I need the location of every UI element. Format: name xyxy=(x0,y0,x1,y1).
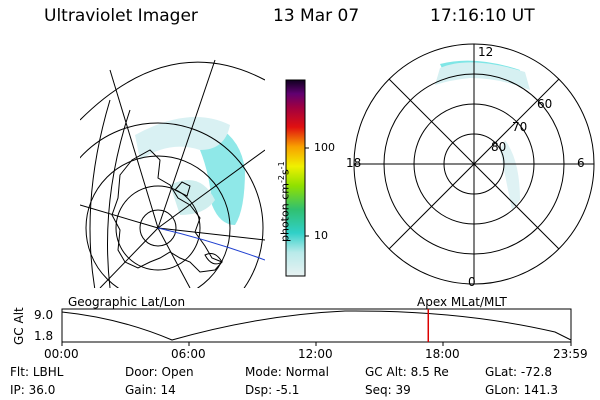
altitude-curve xyxy=(61,310,572,341)
mlt-label-12: 12 xyxy=(478,45,494,59)
status-glat-key: GLat: xyxy=(485,365,518,379)
timeline-frame xyxy=(61,308,572,343)
status-seq-value: 39 xyxy=(395,383,411,397)
status-gain: Gain: 14 xyxy=(125,383,176,397)
status-gc-alt-value: 8.5 Re xyxy=(410,365,449,379)
header-date: 13 Mar 07 xyxy=(273,6,360,26)
status-gc-alt: GC Alt: 8.5 Re xyxy=(365,365,449,379)
status-seq: Seq: 39 xyxy=(365,383,411,397)
status-seq-key: Seq: xyxy=(365,383,392,397)
header-time: 17:16:10 UT xyxy=(430,6,535,26)
mlt-label-0: 0 xyxy=(468,275,476,289)
status-mode-value: Normal xyxy=(285,365,329,379)
status-ip-value: 36.0 xyxy=(28,383,56,397)
status-ip: IP: 36.0 xyxy=(10,383,55,397)
mlat-label-80: 80 xyxy=(491,140,507,154)
right-panel-title: Apex MLat/MLT xyxy=(417,295,507,309)
status-door: Door: Open xyxy=(125,365,194,379)
status-gain-key: Gain: xyxy=(125,383,157,397)
status-glat-value: -72.8 xyxy=(520,365,552,379)
y-tick-1-8: 1.8 xyxy=(34,329,54,343)
x-tick-2359: 23:59 xyxy=(553,347,588,361)
status-glon-key: GLon: xyxy=(485,383,520,397)
mlt-label-18: 18 xyxy=(346,156,362,170)
colorbar-tick-10: 10 xyxy=(314,229,328,242)
status-door-key: Door: xyxy=(125,365,158,379)
status-mode: Mode: Normal xyxy=(245,365,329,379)
status-ip-key: IP: xyxy=(10,383,25,397)
mlat-label-60: 60 xyxy=(537,97,553,111)
mlt-label-6: 6 xyxy=(577,156,585,170)
status-dsp-value: -5.1 xyxy=(275,383,300,397)
app-title: Ultraviolet Imager xyxy=(44,6,198,26)
x-tick-1800: 18:00 xyxy=(425,347,460,361)
status-flt: Flt: LBHL xyxy=(10,365,63,379)
status-flt-value: LBHL xyxy=(32,365,64,379)
y-tick-9: 9.0 xyxy=(34,308,54,322)
x-tick-1200: 12:00 xyxy=(298,347,333,361)
status-gc-alt-key: GC Alt: xyxy=(365,365,407,379)
status-mode-key: Mode: xyxy=(245,365,282,379)
x-tick-0600: 06:00 xyxy=(171,347,206,361)
status-glat: GLat: -72.8 xyxy=(485,365,552,379)
terminator-line xyxy=(157,227,265,261)
timeline-axis-name: GC Alt xyxy=(12,307,26,345)
colorbar-gradient xyxy=(285,79,306,277)
status-dsp-key: Dsp: xyxy=(245,383,273,397)
status-door-value: Open xyxy=(161,365,194,379)
continent-outline xyxy=(111,149,223,273)
colorbar-tick-100: 100 xyxy=(314,141,335,154)
status-glon-value: 141.3 xyxy=(523,383,558,397)
status-dsp: Dsp: -5.1 xyxy=(245,383,299,397)
status-gain-value: 14 xyxy=(160,383,176,397)
x-tick-0000: 00:00 xyxy=(44,347,79,361)
status-glon: GLon: 141.3 xyxy=(485,383,558,397)
status-flt-key: Flt: xyxy=(10,365,29,379)
aurora-faint-region xyxy=(135,117,230,160)
left-panel-title: Geographic Lat/Lon xyxy=(68,295,186,309)
mlat-label-70: 70 xyxy=(512,120,528,134)
